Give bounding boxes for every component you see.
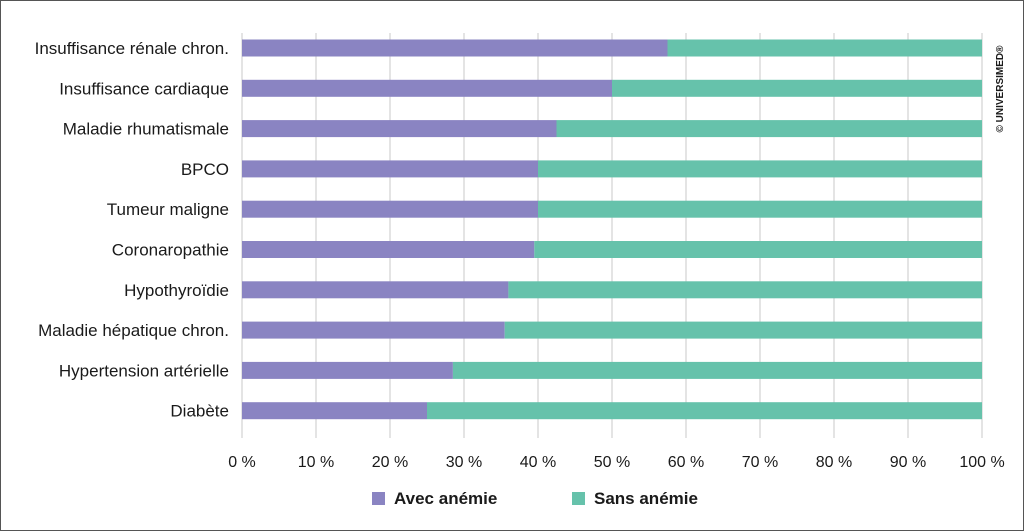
bar-avec-anemie — [242, 120, 557, 138]
x-tick-label: 70 % — [742, 454, 778, 471]
x-tick-label: 60 % — [668, 454, 704, 471]
category-labels: Insuffisance rénale chron. Insuffisance c… — [35, 39, 229, 421]
category-label: Coronaropathie — [112, 241, 229, 260]
bar-sans-anemie — [508, 281, 982, 299]
x-tick-label: 40 % — [520, 454, 556, 471]
category-label: Diabète — [170, 402, 229, 421]
bar-avec-anemie — [242, 79, 612, 97]
x-tick-label: 80 % — [816, 454, 852, 471]
legend-label-avec-anemie: Avec anémie — [394, 489, 497, 508]
bar-sans-anemie — [667, 39, 982, 57]
bar-sans-anemie — [452, 361, 982, 379]
category-label: Hypertension artérielle — [59, 361, 229, 380]
bar-sans-anemie — [556, 120, 982, 138]
category-label: Tumeur maligne — [107, 200, 229, 219]
bar-sans-anemie — [538, 160, 982, 178]
bar-avec-anemie — [242, 361, 453, 379]
bar-avec-anemie — [242, 200, 538, 218]
category-label: Insuffisance rénale chron. — [35, 39, 229, 58]
bar-sans-anemie — [427, 402, 982, 420]
legend-swatch-sans-anemie — [572, 492, 585, 505]
bar-sans-anemie — [504, 321, 982, 339]
bar-avec-anemie — [242, 402, 427, 420]
bars — [242, 39, 982, 420]
copyright-watermark: © UNIVERSIMED® — [995, 45, 1006, 133]
legend: Avec anémie Sans anémie — [372, 489, 698, 508]
category-label: Maladie hépatique chron. — [38, 321, 229, 340]
category-label: Hypothyroïdie — [124, 281, 229, 300]
bar-sans-anemie — [534, 241, 982, 258]
legend-swatch-avec-anemie — [372, 492, 385, 505]
x-tick-label: 90 % — [890, 454, 926, 471]
bar-avec-anemie — [242, 39, 668, 57]
x-tick-label: 100 % — [959, 454, 1004, 471]
x-tick-label: 20 % — [372, 454, 408, 471]
bar-avec-anemie — [242, 241, 535, 258]
bar-avec-anemie — [242, 281, 509, 299]
x-tick-labels: 0 % 10 % 20 % 30 % 40 % 50 % 60 % 70 % 80 % 90 % 1… — [228, 454, 1004, 471]
category-label: Maladie rhumatismale — [63, 120, 229, 139]
bar-avec-anemie — [242, 160, 538, 178]
category-label: Insuffisance cardiaque — [59, 79, 229, 98]
x-tick-label: 50 % — [594, 454, 630, 471]
bar-avec-anemie — [242, 321, 505, 339]
x-tick-label: 10 % — [298, 454, 334, 471]
bar-sans-anemie — [538, 200, 982, 218]
x-tick-label: 30 % — [446, 454, 482, 471]
bar-sans-anemie — [612, 79, 982, 97]
legend-label-sans-anemie: Sans anémie — [594, 489, 698, 508]
category-label: BPCO — [181, 160, 229, 179]
x-tick-label: 0 % — [228, 454, 256, 471]
